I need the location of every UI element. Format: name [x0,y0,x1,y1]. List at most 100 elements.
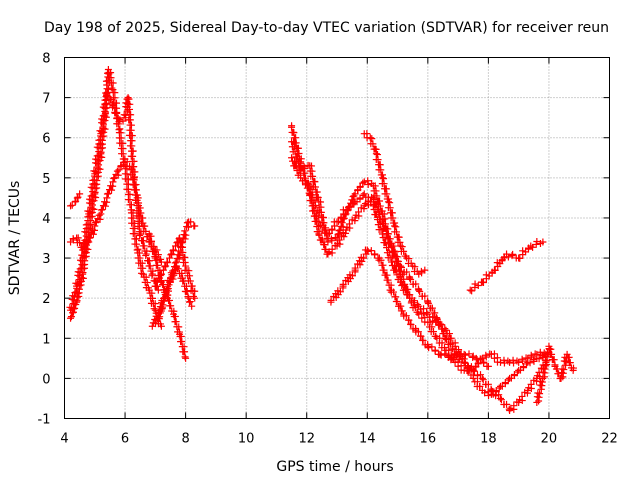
data-point-interpolated [179,277,192,301]
data-point-interpolated [364,177,376,189]
data-point-interpolated [109,103,122,122]
data-point-interpolated [491,253,508,274]
data-point-interpolated [379,210,395,248]
data-point [569,366,577,374]
x-tick-label: 22 [601,432,618,447]
data-point-interpolated [170,312,183,336]
data-point-interpolated [80,239,91,251]
data-point-interpolated [372,151,387,179]
x-tick-label: 20 [541,432,558,447]
data-point-interpolated [103,182,117,198]
data-point [182,354,190,362]
data-point-interpolated [127,209,142,253]
data-point-interpolated [105,68,117,92]
data-point-interpolated [417,267,426,277]
data-point [166,274,174,282]
data-point [315,218,323,226]
data-marks [66,66,578,414]
data-point-interpolated [72,256,86,288]
data-point-interpolated [187,218,198,230]
data-point [185,294,193,302]
data-point-interpolated [378,175,393,203]
data-point [333,234,341,242]
data-point-interpolated [179,219,192,243]
y-tick-label: 8 [42,52,50,67]
data-point-interpolated [116,116,127,125]
series-track-13 [360,130,429,278]
data-point-interpolated [526,356,538,367]
plot-frame [64,57,610,419]
data-point [388,258,395,266]
data-point-interpolated [121,165,135,214]
data-point-interpolated [411,263,421,275]
y-tick-label: 2 [42,292,50,307]
data-point-interpolated [391,223,404,246]
y-tick-label: 5 [42,172,50,187]
series-track-9 [288,122,550,414]
data-point [157,258,165,266]
data-point-interpolated [490,350,501,366]
series-track-15 [533,342,578,406]
data-point-interpolated [90,132,104,175]
data-point-interpolated [370,205,387,234]
series-track-3 [67,158,165,266]
y-tick-label: 1 [42,332,50,347]
data-point-interpolated [354,179,367,195]
data-point-interpolated [97,198,111,214]
data-point [415,286,423,294]
data-point-interpolated [146,289,159,313]
data-point-interpolated [379,234,396,262]
data-point [288,154,296,162]
data-point-interpolated [155,297,168,321]
series-track-7 [151,234,199,302]
data-point-interpolated [500,356,512,367]
data-point-interpolated [507,368,521,382]
data-point-interpolated [407,297,422,309]
data-point [160,294,168,302]
data-point [469,374,477,382]
data-point [466,286,474,294]
data-point-interpolated [481,388,493,400]
data-point [191,222,199,230]
data-point-interpolated [461,350,477,361]
data-point-interpolated [123,95,139,181]
data-point-interpolated [167,265,180,281]
data-point [360,178,368,186]
x-tick-label: 10 [238,432,255,447]
data-point-interpolated [489,387,503,400]
data-point-interpolated [367,135,380,153]
data-point [76,190,84,198]
data-point [157,322,165,330]
data-point-interpolated [316,221,329,234]
data-point-interpolated [85,226,99,242]
data-point-interpolated [479,268,496,287]
data-point [176,234,184,242]
y-tick-label: 3 [42,252,50,267]
data-point [484,362,492,370]
data-point [460,358,468,366]
data-point [67,314,75,322]
data-point [539,238,547,246]
data-point-interpolated [509,356,521,367]
data-point [391,222,399,230]
data-point-interpolated [96,92,111,135]
data-point-interpolated [92,211,104,227]
data-point [324,230,332,238]
data-point-interpolated [417,305,431,317]
data-point-interpolated [362,193,375,206]
data-point-interpolated [327,234,339,245]
data-point-interpolated [353,191,367,206]
data-point-interpolated [134,249,147,277]
y-axis-label: SDTVAR / TECUs [7,181,23,296]
data-point-interpolated [387,288,406,315]
data-point-interpolated [146,232,159,261]
data-point [397,278,405,286]
data-point-interpolated [384,199,399,227]
data-point [369,202,377,210]
data-point-interpolated [152,246,165,263]
data-point [442,326,450,334]
data-point [478,374,486,382]
x-tick-label: 12 [298,432,315,447]
